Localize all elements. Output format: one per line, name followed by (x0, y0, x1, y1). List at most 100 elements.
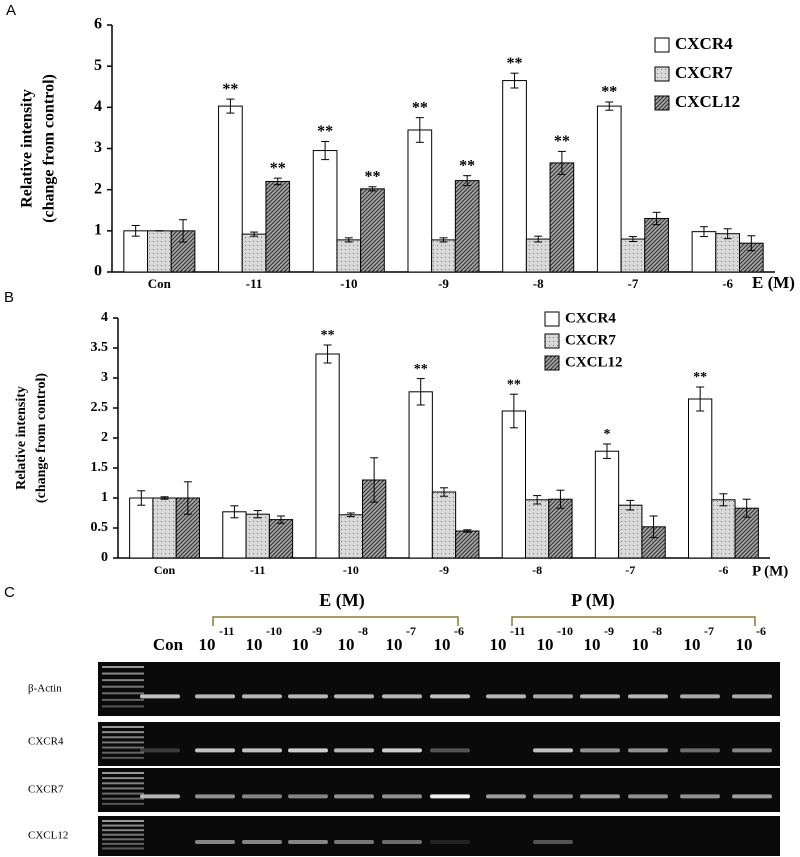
ladder-band (102, 772, 144, 774)
gel-band (195, 748, 235, 753)
lane-label: 10 (537, 635, 554, 654)
y-axis-label: (change from control) (34, 373, 49, 503)
y-tick-label: 1.5 (91, 460, 109, 475)
legend-swatch (544, 333, 560, 349)
error-bar (160, 496, 169, 500)
bar (241, 233, 267, 273)
x-axis-label: P (M) (752, 563, 788, 579)
bar (594, 450, 620, 559)
gel-band (195, 794, 235, 799)
error-bar (742, 498, 751, 518)
bar (315, 353, 340, 559)
error-bar (652, 211, 661, 226)
gel-band (486, 794, 526, 799)
lane-label: 10 (338, 635, 355, 654)
x-tick-label: Con (148, 276, 172, 291)
lane-label: 10 (199, 635, 216, 654)
ladder-band (102, 847, 144, 850)
bar (691, 231, 717, 273)
y-tick-label: 2.5 (91, 400, 109, 415)
significance-label: ** (507, 55, 523, 72)
x-tick-label: -7 (628, 276, 639, 291)
gel-band (430, 794, 470, 799)
ladder-band (102, 741, 144, 744)
y-tick-label: 0 (101, 550, 108, 565)
error-bar (250, 231, 259, 237)
gel-band (580, 694, 620, 699)
x-tick-label: -6 (722, 276, 733, 291)
y-tick-label: 0 (94, 263, 102, 280)
row-label: CXCR4 (28, 736, 64, 748)
bar (147, 230, 172, 273)
error-bar (696, 386, 705, 412)
bar (688, 398, 713, 559)
significance-label: ** (507, 377, 521, 392)
gel-band (382, 840, 422, 844)
error-bar (346, 512, 355, 518)
gel-image (98, 768, 780, 812)
bar (715, 233, 740, 273)
significance-label: ** (601, 84, 617, 101)
x-tick-label: -10 (343, 563, 359, 577)
error-bar (273, 177, 282, 186)
gel-band (732, 694, 772, 699)
lane-label: 10 (736, 635, 753, 654)
ladder-band (102, 751, 144, 754)
y-tick-label: 3 (94, 139, 102, 156)
panel-label: C (4, 584, 15, 601)
x-tick-label: -9 (439, 563, 449, 577)
bar (123, 230, 149, 273)
gel-image (98, 662, 780, 716)
bar (360, 188, 385, 273)
bar (129, 497, 154, 559)
lane-label: 10 (490, 635, 507, 654)
error-bar (131, 224, 140, 237)
x-axis-label: E (M) (752, 273, 795, 292)
gel-band (334, 840, 374, 844)
x-tick-label: -11 (250, 563, 265, 577)
ladder-band (102, 756, 144, 759)
error-bar (534, 235, 543, 243)
row-label: CXCL12 (28, 830, 68, 842)
ladder-band (102, 777, 144, 780)
bar (620, 238, 646, 273)
y-tick-label: 1 (94, 222, 102, 239)
error-bar (439, 237, 448, 243)
gel-band (195, 840, 235, 844)
gel-band (382, 694, 422, 699)
ladder-band (102, 824, 144, 827)
error-bar (463, 529, 472, 533)
y-tick-label: 1 (101, 490, 108, 505)
legend-label: CXCR7 (565, 332, 616, 348)
ladder-band (102, 797, 144, 800)
legend-swatch (544, 355, 560, 371)
gel-image (98, 722, 780, 766)
ladder-band (102, 672, 144, 675)
y-tick-label: 3 (101, 370, 108, 385)
y-tick-label: 2 (94, 180, 102, 197)
significance-label: ** (321, 328, 335, 343)
lane-exponent: -9 (604, 624, 614, 638)
y-axis-label: Relative intensity (14, 386, 29, 490)
error-bar (628, 236, 637, 243)
bar (408, 391, 433, 559)
bar (644, 217, 669, 273)
error-bar (323, 344, 332, 364)
error-bar (557, 150, 566, 175)
bar (525, 499, 550, 559)
significance-label: ** (270, 160, 286, 177)
group-label: P (M) (571, 590, 614, 611)
gel-band (334, 694, 374, 699)
x-tick-label: Con (154, 563, 176, 577)
lane-label: Con (153, 635, 184, 654)
ladder-band (102, 679, 144, 682)
row-label: CXCR7 (28, 784, 64, 796)
gel-band (732, 794, 772, 799)
gel-band (580, 748, 620, 753)
y-tick-label: 0.5 (91, 520, 109, 535)
y-axis-label: Relative intensity (19, 89, 36, 208)
bar (502, 80, 527, 273)
error-bar (626, 499, 635, 511)
lane-label: 10 (684, 635, 701, 654)
